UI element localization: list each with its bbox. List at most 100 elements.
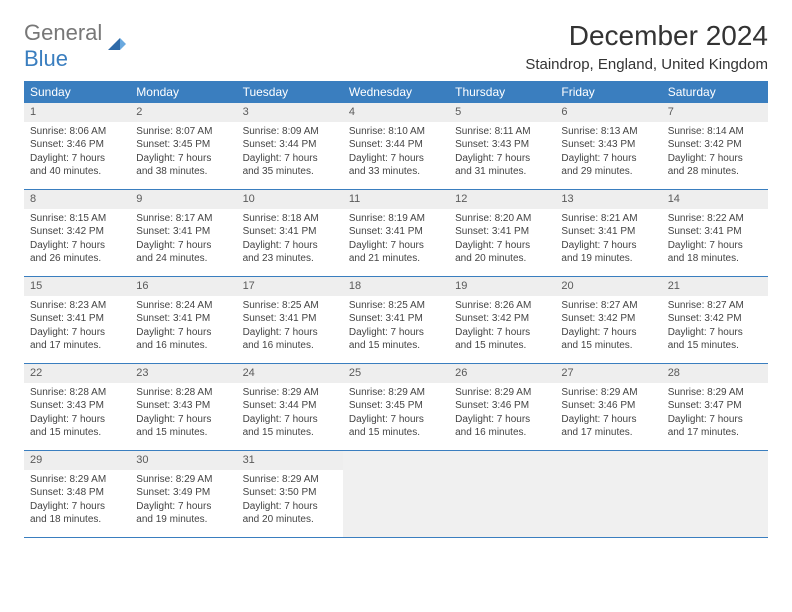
day-cell: 1Sunrise: 8:06 AMSunset: 3:46 PMDaylight… xyxy=(24,103,130,190)
day-cell: 8Sunrise: 8:15 AMSunset: 3:42 PMDaylight… xyxy=(24,190,130,277)
empty-cell xyxy=(662,451,768,538)
day-cell: 3Sunrise: 8:09 AMSunset: 3:44 PMDaylight… xyxy=(237,103,343,190)
day-line: and 31 minutes. xyxy=(455,165,549,179)
day-body: Sunrise: 8:19 AMSunset: 3:41 PMDaylight:… xyxy=(343,209,449,270)
day-line: Sunset: 3:41 PM xyxy=(30,312,124,326)
day-number: 25 xyxy=(343,364,449,383)
day-line: and 21 minutes. xyxy=(349,252,443,266)
day-number: 5 xyxy=(449,103,555,122)
day-cell: 31Sunrise: 8:29 AMSunset: 3:50 PMDayligh… xyxy=(237,451,343,538)
day-line: Daylight: 7 hours xyxy=(668,239,762,253)
day-line: Daylight: 7 hours xyxy=(136,326,230,340)
day-line: Sunrise: 8:28 AM xyxy=(30,386,124,400)
day-number: 9 xyxy=(130,190,236,209)
day-number: 12 xyxy=(449,190,555,209)
day-line: Sunset: 3:45 PM xyxy=(136,138,230,152)
day-line: Daylight: 7 hours xyxy=(668,326,762,340)
day-line: Daylight: 7 hours xyxy=(561,239,655,253)
day-line: Sunset: 3:45 PM xyxy=(349,399,443,413)
brand-line2: Blue xyxy=(24,46,68,71)
day-line: and 15 minutes. xyxy=(349,426,443,440)
day-line: Sunset: 3:46 PM xyxy=(561,399,655,413)
brand-line1: General xyxy=(24,20,102,45)
day-number: 22 xyxy=(24,364,130,383)
day-number: 16 xyxy=(130,277,236,296)
day-line: Sunset: 3:44 PM xyxy=(243,399,337,413)
day-line: and 16 minutes. xyxy=(136,339,230,353)
day-line: Daylight: 7 hours xyxy=(349,239,443,253)
day-line: Sunrise: 8:28 AM xyxy=(136,386,230,400)
day-cell: 13Sunrise: 8:21 AMSunset: 3:41 PMDayligh… xyxy=(555,190,661,277)
day-line: Sunset: 3:41 PM xyxy=(243,225,337,239)
day-number: 1 xyxy=(24,103,130,122)
day-line: Sunrise: 8:29 AM xyxy=(136,473,230,487)
day-line: and 29 minutes. xyxy=(561,165,655,179)
day-line: Daylight: 7 hours xyxy=(136,152,230,166)
day-line: Sunrise: 8:29 AM xyxy=(455,386,549,400)
day-line: Sunset: 3:41 PM xyxy=(349,225,443,239)
day-line: Daylight: 7 hours xyxy=(455,239,549,253)
triangle-icon xyxy=(106,32,128,60)
day-cell: 24Sunrise: 8:29 AMSunset: 3:44 PMDayligh… xyxy=(237,364,343,451)
day-body: Sunrise: 8:28 AMSunset: 3:43 PMDaylight:… xyxy=(130,383,236,444)
day-line: Sunset: 3:47 PM xyxy=(668,399,762,413)
day-line: Daylight: 7 hours xyxy=(136,413,230,427)
day-line: Sunset: 3:44 PM xyxy=(243,138,337,152)
day-line: Daylight: 7 hours xyxy=(136,500,230,514)
day-line: Daylight: 7 hours xyxy=(349,326,443,340)
day-line: and 28 minutes. xyxy=(668,165,762,179)
day-body: Sunrise: 8:15 AMSunset: 3:42 PMDaylight:… xyxy=(24,209,130,270)
day-cell: 20Sunrise: 8:27 AMSunset: 3:42 PMDayligh… xyxy=(555,277,661,364)
day-number: 14 xyxy=(662,190,768,209)
calendar-row: 22Sunrise: 8:28 AMSunset: 3:43 PMDayligh… xyxy=(24,364,768,451)
day-header: Sunday xyxy=(24,81,130,103)
day-cell: 21Sunrise: 8:27 AMSunset: 3:42 PMDayligh… xyxy=(662,277,768,364)
day-line: and 24 minutes. xyxy=(136,252,230,266)
day-body: Sunrise: 8:22 AMSunset: 3:41 PMDaylight:… xyxy=(662,209,768,270)
brand-logo: General Blue xyxy=(24,20,128,72)
day-number: 17 xyxy=(237,277,343,296)
day-line: Sunset: 3:41 PM xyxy=(136,225,230,239)
day-line: and 15 minutes. xyxy=(30,426,124,440)
day-line: Daylight: 7 hours xyxy=(455,326,549,340)
day-line: and 40 minutes. xyxy=(30,165,124,179)
day-line: and 18 minutes. xyxy=(30,513,124,527)
day-line: Daylight: 7 hours xyxy=(349,152,443,166)
day-number: 15 xyxy=(24,277,130,296)
day-line: Daylight: 7 hours xyxy=(243,500,337,514)
day-cell: 12Sunrise: 8:20 AMSunset: 3:41 PMDayligh… xyxy=(449,190,555,277)
day-line: and 33 minutes. xyxy=(349,165,443,179)
day-line: Daylight: 7 hours xyxy=(136,239,230,253)
day-line: Sunset: 3:43 PM xyxy=(561,138,655,152)
day-line: Daylight: 7 hours xyxy=(30,152,124,166)
day-number: 23 xyxy=(130,364,236,383)
day-number: 24 xyxy=(237,364,343,383)
day-cell: 14Sunrise: 8:22 AMSunset: 3:41 PMDayligh… xyxy=(662,190,768,277)
day-cell: 29Sunrise: 8:29 AMSunset: 3:48 PMDayligh… xyxy=(24,451,130,538)
day-number: 19 xyxy=(449,277,555,296)
day-line: Sunrise: 8:24 AM xyxy=(136,299,230,313)
day-line: and 17 minutes. xyxy=(668,426,762,440)
day-body: Sunrise: 8:28 AMSunset: 3:43 PMDaylight:… xyxy=(24,383,130,444)
day-line: Sunset: 3:41 PM xyxy=(455,225,549,239)
day-line: Sunrise: 8:27 AM xyxy=(668,299,762,313)
day-number: 6 xyxy=(555,103,661,122)
day-number: 2 xyxy=(130,103,236,122)
day-line: Sunrise: 8:29 AM xyxy=(243,386,337,400)
day-line: and 26 minutes. xyxy=(30,252,124,266)
calendar-row: 15Sunrise: 8:23 AMSunset: 3:41 PMDayligh… xyxy=(24,277,768,364)
day-number: 11 xyxy=(343,190,449,209)
day-line: Daylight: 7 hours xyxy=(243,326,337,340)
day-line: Sunset: 3:50 PM xyxy=(243,486,337,500)
day-cell: 10Sunrise: 8:18 AMSunset: 3:41 PMDayligh… xyxy=(237,190,343,277)
day-line: Sunset: 3:46 PM xyxy=(455,399,549,413)
day-line: and 35 minutes. xyxy=(243,165,337,179)
day-line: Sunrise: 8:27 AM xyxy=(561,299,655,313)
day-line: Daylight: 7 hours xyxy=(561,152,655,166)
day-number: 3 xyxy=(237,103,343,122)
day-body: Sunrise: 8:29 AMSunset: 3:49 PMDaylight:… xyxy=(130,470,236,531)
day-line: Sunset: 3:41 PM xyxy=(668,225,762,239)
day-line: Sunrise: 8:14 AM xyxy=(668,125,762,139)
day-line: Sunrise: 8:29 AM xyxy=(349,386,443,400)
day-line: Daylight: 7 hours xyxy=(561,413,655,427)
